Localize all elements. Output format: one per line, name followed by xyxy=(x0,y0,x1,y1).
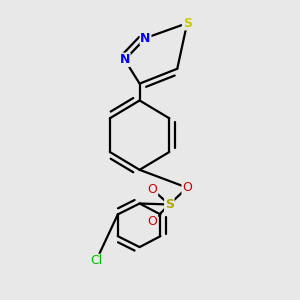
Text: N: N xyxy=(119,53,130,66)
Text: S: S xyxy=(165,198,174,211)
Text: O: O xyxy=(148,215,158,228)
Text: O: O xyxy=(182,181,192,194)
Text: N: N xyxy=(140,32,151,44)
Text: O: O xyxy=(148,183,158,196)
Text: Cl: Cl xyxy=(90,254,102,268)
Text: S: S xyxy=(183,17,192,30)
